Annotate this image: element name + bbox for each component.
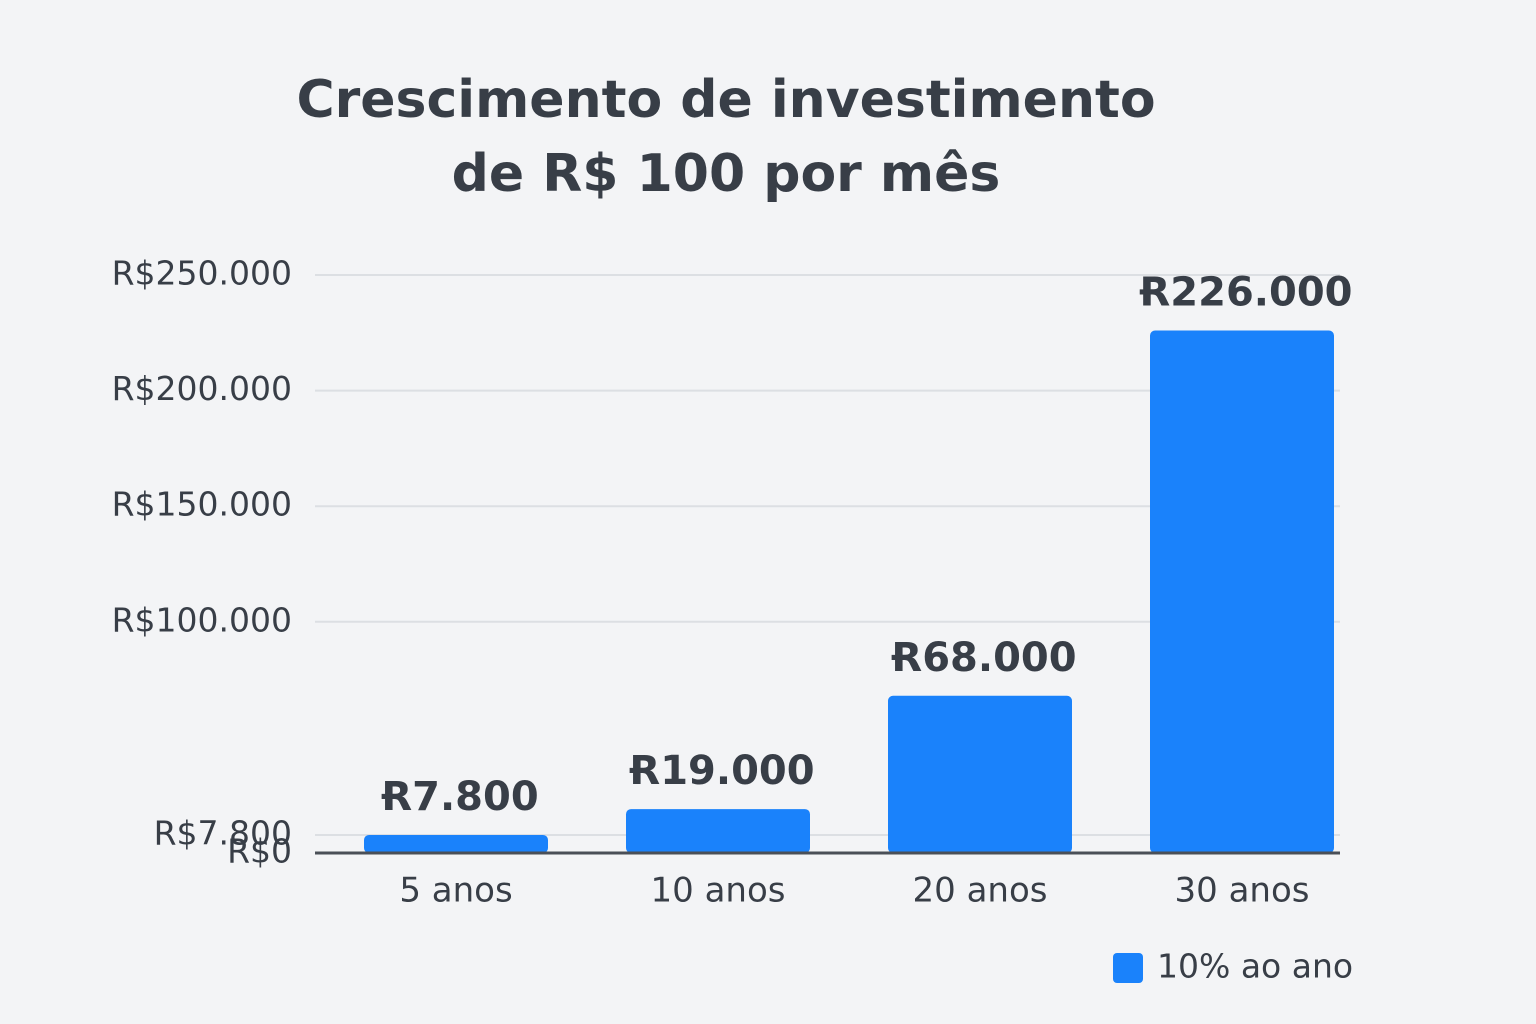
y-tick-label: R$7.800 (154, 813, 292, 852)
y-tick-label: R$200.000 (112, 369, 292, 408)
data-label: Ɍ68.000 (891, 635, 1076, 681)
legend-swatch (1113, 953, 1143, 983)
bar (1150, 330, 1334, 853)
legend-label: 10% ao ano (1157, 947, 1353, 986)
chart-title: Crescimento de investimento (296, 70, 1155, 130)
y-tick-label: R$0 (227, 832, 292, 871)
data-label: Ɍ226.000 (1140, 269, 1353, 315)
bar (888, 695, 1072, 853)
x-tick-label: 10 anos (651, 871, 786, 911)
bar (626, 809, 810, 853)
bar (364, 834, 548, 853)
y-tick-label: R$100.000 (112, 600, 292, 639)
x-tick-label: 30 anos (1175, 871, 1310, 911)
y-tick-label: R$250.000 (112, 254, 292, 293)
data-label: Ɍ7.800 (381, 774, 538, 820)
x-tick-label: 5 anos (399, 871, 512, 911)
y-tick-label: R$150.000 (112, 485, 292, 524)
chart-title: de R$ 100 por mês (452, 144, 1001, 204)
x-tick-label: 20 anos (913, 871, 1048, 911)
data-label: Ɍ19.000 (629, 748, 814, 794)
